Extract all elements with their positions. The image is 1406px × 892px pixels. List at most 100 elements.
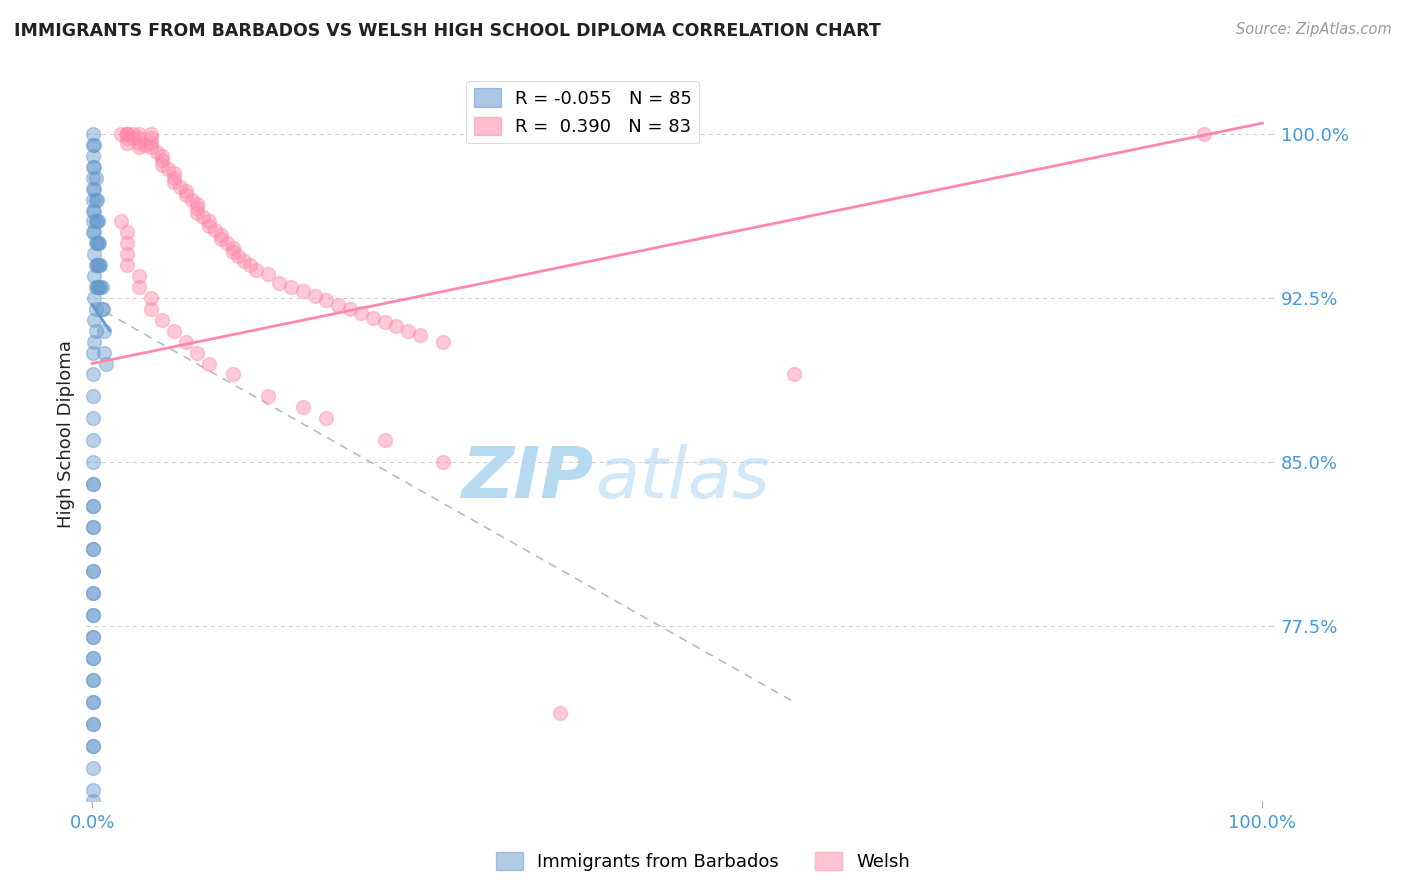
Text: atlas: atlas xyxy=(595,444,769,513)
Point xyxy=(432,455,454,469)
Point xyxy=(409,328,432,343)
Point xyxy=(256,267,278,281)
Point xyxy=(83,160,105,174)
Point xyxy=(84,280,107,294)
Point xyxy=(82,499,104,513)
Point xyxy=(374,315,396,329)
Point xyxy=(82,499,104,513)
Text: IMMIGRANTS FROM BARBADOS VS WELSH HIGH SCHOOL DIPLOMA CORRELATION CHART: IMMIGRANTS FROM BARBADOS VS WELSH HIGH S… xyxy=(14,22,880,40)
Text: ZIP: ZIP xyxy=(463,444,595,513)
Point xyxy=(193,210,215,224)
Point xyxy=(209,232,232,246)
Point xyxy=(93,345,115,359)
Point xyxy=(198,357,221,371)
Point xyxy=(90,280,112,294)
Point xyxy=(82,160,104,174)
Point xyxy=(385,319,408,334)
Point xyxy=(174,184,197,198)
Point xyxy=(83,138,105,153)
Point xyxy=(204,223,226,237)
Point xyxy=(84,258,107,272)
Point xyxy=(374,433,396,447)
Point xyxy=(228,249,250,263)
Point xyxy=(86,214,108,228)
Point xyxy=(339,301,361,316)
Point xyxy=(89,236,111,251)
Point xyxy=(291,401,314,415)
Point xyxy=(82,455,104,469)
Point xyxy=(93,324,115,338)
Point xyxy=(139,136,162,150)
Point xyxy=(89,258,111,272)
Point xyxy=(89,280,111,294)
Point xyxy=(548,706,571,720)
Point xyxy=(163,175,186,189)
Point xyxy=(83,269,105,284)
Legend: Immigrants from Barbados, Welsh: Immigrants from Barbados, Welsh xyxy=(488,845,918,879)
Point xyxy=(150,149,173,163)
Point xyxy=(82,214,104,228)
Point xyxy=(82,564,104,578)
Point xyxy=(82,793,104,807)
Point xyxy=(150,158,173,172)
Point xyxy=(87,236,110,251)
Point xyxy=(169,179,191,194)
Point xyxy=(82,433,104,447)
Point xyxy=(186,197,208,211)
Point xyxy=(82,761,104,775)
Legend: R = -0.055   N = 85, R =  0.390   N = 83: R = -0.055 N = 85, R = 0.390 N = 83 xyxy=(467,81,699,144)
Point xyxy=(150,153,173,168)
Point xyxy=(245,262,267,277)
Point xyxy=(82,226,104,240)
Point xyxy=(84,170,107,185)
Point xyxy=(86,193,108,207)
Point xyxy=(84,193,107,207)
Point xyxy=(139,127,162,141)
Y-axis label: High School Diploma: High School Diploma xyxy=(58,341,75,528)
Point xyxy=(139,301,162,316)
Point xyxy=(84,324,107,338)
Point xyxy=(326,297,349,311)
Point xyxy=(82,651,104,665)
Point xyxy=(117,127,139,141)
Point xyxy=(256,389,278,403)
Point xyxy=(82,138,104,153)
Point xyxy=(350,306,373,320)
Point xyxy=(82,182,104,196)
Point xyxy=(128,127,150,141)
Point xyxy=(150,313,173,327)
Point xyxy=(86,280,108,294)
Point xyxy=(1192,127,1215,141)
Point xyxy=(233,253,256,268)
Point xyxy=(198,219,221,233)
Point xyxy=(128,136,150,150)
Point xyxy=(174,334,197,349)
Point xyxy=(221,245,243,260)
Point xyxy=(117,247,139,261)
Point xyxy=(82,476,104,491)
Point xyxy=(82,717,104,731)
Point xyxy=(87,258,110,272)
Point xyxy=(82,739,104,753)
Point xyxy=(82,476,104,491)
Point xyxy=(82,149,104,163)
Point xyxy=(139,131,162,145)
Point xyxy=(84,214,107,228)
Point xyxy=(84,236,107,251)
Point xyxy=(91,301,114,316)
Point xyxy=(163,324,186,338)
Point xyxy=(117,127,139,141)
Point xyxy=(110,214,132,228)
Point xyxy=(280,280,302,294)
Point xyxy=(221,368,243,382)
Point xyxy=(269,276,291,290)
Point xyxy=(117,226,139,240)
Point xyxy=(89,280,111,294)
Point xyxy=(783,368,806,382)
Point xyxy=(82,542,104,557)
Point xyxy=(134,138,156,153)
Point xyxy=(174,188,197,202)
Text: Source: ZipAtlas.com: Source: ZipAtlas.com xyxy=(1236,22,1392,37)
Point xyxy=(315,411,337,425)
Point xyxy=(122,131,145,145)
